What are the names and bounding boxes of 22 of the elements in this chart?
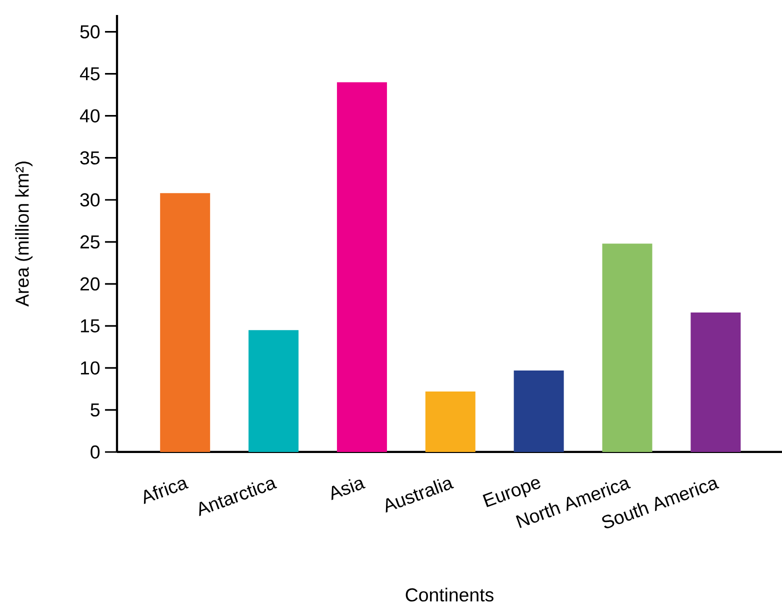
y-tick-label: 50: [80, 25, 100, 38]
y-tick-label: 30: [80, 193, 100, 206]
bar: [336, 82, 387, 452]
bar: [690, 312, 741, 452]
y-tick-label: 35: [80, 151, 100, 164]
y-tick-label: 10: [80, 361, 100, 375]
y-tick-label: 20: [80, 277, 100, 291]
bar: [425, 391, 476, 452]
bar: [602, 244, 652, 452]
bar: [160, 193, 210, 452]
y-axis-title: Area (million km²): [15, 162, 32, 307]
x-tick-label: Asia: [332, 479, 366, 500]
y-tick-label: 5: [90, 403, 100, 416]
y-tick-label: 45: [80, 67, 100, 80]
bar: [514, 370, 564, 452]
y-tick-label: 0: [90, 445, 100, 459]
x-axis-title: Continents: [406, 588, 494, 602]
y-tick-label: 25: [80, 235, 100, 249]
bar: [248, 330, 299, 452]
y-tick-label: 15: [80, 319, 100, 332]
x-tick-label: Africa: [144, 480, 189, 504]
y-tick-label: 40: [80, 109, 100, 122]
